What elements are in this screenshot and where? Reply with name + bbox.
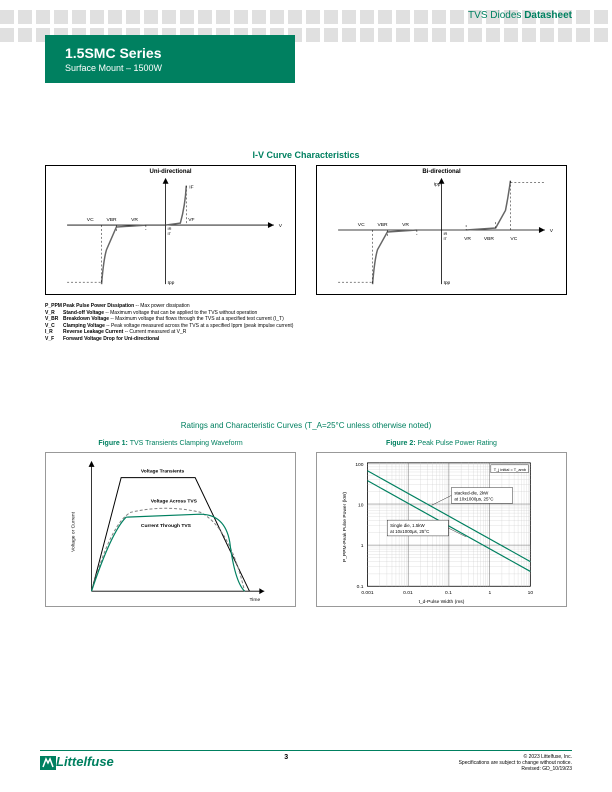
svg-text:1: 1 xyxy=(361,543,364,549)
svg-text:10: 10 xyxy=(358,502,364,508)
fig1-box: Voltage or Current Time Voltage Transien… xyxy=(45,452,296,607)
svg-text:VBR: VBR xyxy=(107,217,118,223)
svg-text:at 10x1000µs, 25°C: at 10x1000µs, 25°C xyxy=(390,529,430,534)
svg-text:Single die, 1.5kW: Single die, 1.5kW xyxy=(390,523,425,528)
svg-text:VR: VR xyxy=(131,217,138,223)
svg-text:Voltage or Current: Voltage or Current xyxy=(71,511,77,551)
svg-text:VC: VC xyxy=(87,217,94,223)
iv-charts-row: Uni-directional VC VBR VR V IR IT VF xyxy=(45,165,567,295)
svg-text:IT: IT xyxy=(443,236,447,241)
svg-text:Ipp: Ipp xyxy=(168,280,175,286)
doctype-text: Datasheet xyxy=(524,10,572,21)
svg-text:stacked-die, 2kW: stacked-die, 2kW xyxy=(454,490,489,495)
svg-text:VC: VC xyxy=(510,236,517,242)
svg-text:T_j initial = T_amb: T_j initial = T_amb xyxy=(494,467,527,472)
svg-text:V: V xyxy=(279,223,283,229)
bi-svg: VC VBR VR VR VBR VC V IR IT Ipp Ipp xyxy=(317,166,566,294)
svg-text:VC: VC xyxy=(358,222,365,228)
series-subtitle: Surface Mount – 1500W xyxy=(65,63,275,73)
ratings-title-text: Ratings and Characteristic Curves xyxy=(181,421,302,430)
fig2-box: P_PPM-Peak Pulse Power (kW) t_d-Pulse Wi… xyxy=(316,452,567,607)
svg-text:V: V xyxy=(550,228,554,234)
series-title: 1.5SMC Series xyxy=(65,45,275,61)
revised: Revised: GD_10/19/23 xyxy=(459,766,572,772)
svg-text:VBR: VBR xyxy=(484,236,495,242)
footer-right: © 2023 Littelfuse, Inc. Specifications a… xyxy=(459,754,572,772)
svg-text:VR: VR xyxy=(464,236,471,242)
ratings-condition: (T_A=25°C unless otherwise noted) xyxy=(305,421,432,430)
svg-text:Current Through TVS: Current Through TVS xyxy=(141,523,192,529)
svg-text:at 10x1000µs, 25°C: at 10x1000µs, 25°C xyxy=(454,496,494,501)
bi-label: Bi-directional xyxy=(422,169,460,175)
svg-text:100: 100 xyxy=(355,462,363,468)
svg-text:VR: VR xyxy=(402,222,409,228)
ratings-section: Ratings and Characteristic Curves (T_A=2… xyxy=(45,420,567,607)
footer-logo: Littelfuse xyxy=(40,754,114,770)
footer: Littelfuse 3 © 2023 Littelfuse, Inc. Spe… xyxy=(40,750,572,772)
svg-text:Voltage Transients: Voltage Transients xyxy=(141,469,185,475)
fig2-col: Figure 2: Peak Pulse Power Rating P_PPM-… xyxy=(316,440,567,607)
figures-row: Figure 1: TVS Transients Clamping Wavefo… xyxy=(45,440,567,607)
svg-text:0.1: 0.1 xyxy=(357,584,364,590)
svg-text:10: 10 xyxy=(528,590,534,596)
svg-text:VBR: VBR xyxy=(378,222,389,228)
category-text: TVS Diodes xyxy=(468,10,521,21)
footer-logo-text: Littelfuse xyxy=(56,754,114,769)
fig1-bold: Figure 1: xyxy=(98,440,128,447)
fig1-svg: Voltage or Current Time Voltage Transien… xyxy=(46,453,295,606)
header-bar: TVS Diodes Datasheet 1.5SMC Series Surfa… xyxy=(0,0,612,90)
fig2-bold: Figure 2: xyxy=(386,440,416,447)
logo-icon xyxy=(40,756,56,770)
svg-text:IT: IT xyxy=(168,231,172,236)
svg-text:0.01: 0.01 xyxy=(403,590,413,596)
svg-text:Ipp: Ipp xyxy=(434,182,441,188)
page-number: 3 xyxy=(284,754,288,761)
iv-title: I-V Curve Characteristics xyxy=(45,150,567,160)
fig1-title: Figure 1: TVS Transients Clamping Wavefo… xyxy=(45,440,296,447)
fig2-title: Figure 2: Peak Pulse Power Rating xyxy=(316,440,567,447)
fig1-col: Figure 1: TVS Transients Clamping Wavefo… xyxy=(45,440,296,607)
svg-text:VF: VF xyxy=(188,217,194,223)
svg-text:IF: IF xyxy=(189,185,193,191)
svg-text:Voltage Across TVS: Voltage Across TVS xyxy=(151,498,198,504)
svg-text:Time: Time xyxy=(249,597,260,603)
fig2-text: Peak Pulse Power Rating xyxy=(416,440,497,447)
fig1-text: TVS Transients Clamping Waveform xyxy=(128,440,243,447)
uni-label: Uni-directional xyxy=(149,169,191,175)
svg-text:0.001: 0.001 xyxy=(361,590,374,596)
ratings-title: Ratings and Characteristic Curves (T_A=2… xyxy=(45,420,567,430)
title-box: 1.5SMC Series Surface Mount – 1500W xyxy=(45,35,295,83)
uni-chart: Uni-directional VC VBR VR V IR IT VF xyxy=(45,165,296,295)
fig2-svg: P_PPM-Peak Pulse Power (kW) t_d-Pulse Wi… xyxy=(317,453,566,606)
svg-text:1: 1 xyxy=(489,590,492,596)
svg-text:Ipp: Ipp xyxy=(443,280,450,286)
definitions: P_PPMPeak Pulse Power Dissipation -- Max… xyxy=(45,303,567,342)
svg-text:P_PPM-Peak Pulse Power (kW): P_PPM-Peak Pulse Power (kW) xyxy=(342,492,348,562)
svg-text:t_d-Pulse Width (ms): t_d-Pulse Width (ms) xyxy=(419,599,465,605)
svg-text:0.1: 0.1 xyxy=(445,590,452,596)
doc-category: TVS Diodes Datasheet xyxy=(468,10,572,21)
iv-section: I-V Curve Characteristics Uni-directiona… xyxy=(45,150,567,342)
bi-chart: Bi-directional VC VBR VR VR xyxy=(316,165,567,295)
uni-svg: VC VBR VR V IR IT VF IF Ipp xyxy=(46,166,295,294)
